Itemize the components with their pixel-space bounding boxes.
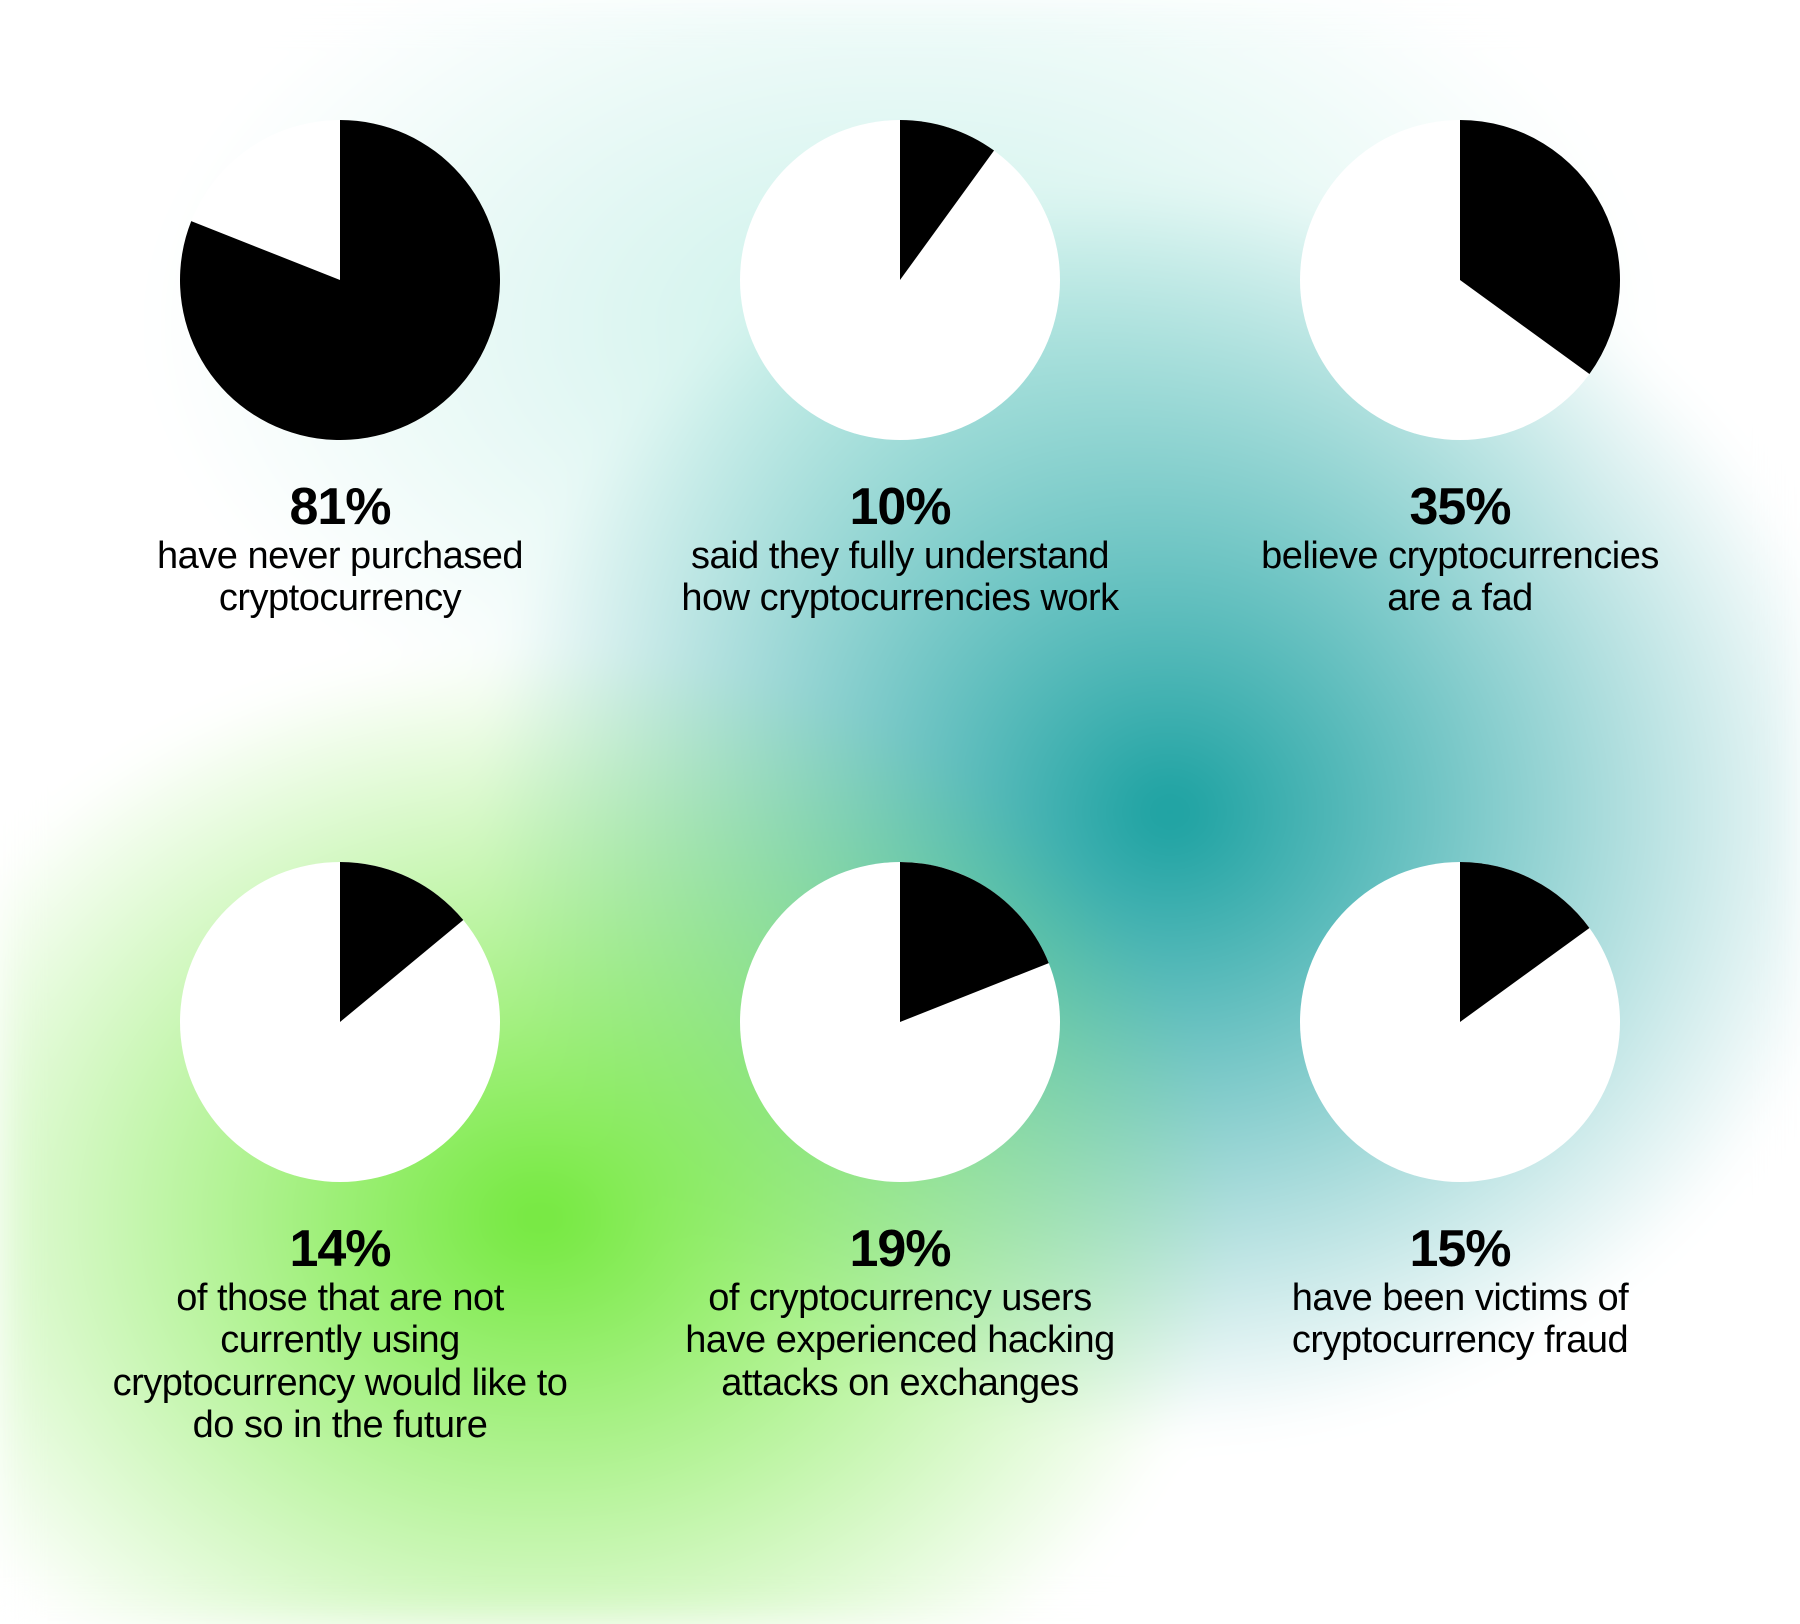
pie-chart-1 — [740, 120, 1060, 440]
pie-chart-3 — [180, 862, 500, 1182]
stat-description: said they fully understand how cryptocur… — [670, 535, 1130, 620]
stat-percent: 14% — [110, 1222, 570, 1277]
stat-label-2: 35% believe cryptocurrencies are a fad — [1230, 480, 1690, 620]
stat-label-3: 14% of those that are not currently usin… — [110, 1222, 570, 1447]
pie-chart-5 — [1300, 862, 1620, 1182]
stat-percent: 19% — [670, 1222, 1130, 1277]
pie-chart-2 — [1300, 120, 1620, 440]
stat-percent: 10% — [670, 480, 1130, 535]
stat-label-5: 15% have been victims of cryptocurrency … — [1230, 1222, 1690, 1362]
stat-cell-1: 10% said they fully understand how crypt… — [640, 120, 1160, 742]
stat-percent: 81% — [110, 480, 570, 535]
stat-description: believe cryptocurrencies are a fad — [1230, 535, 1690, 620]
stat-description: of those that are not currently using cr… — [110, 1277, 570, 1447]
stat-label-4: 19% of cryptocurrency users have experie… — [670, 1222, 1130, 1404]
stat-description: of cryptocurrency users have experienced… — [670, 1277, 1130, 1405]
stat-percent: 15% — [1230, 1222, 1690, 1277]
stat-percent: 35% — [1230, 480, 1690, 535]
stats-grid: 81% have never purchased cryptocurrency … — [0, 0, 1800, 1624]
stat-cell-0: 81% have never purchased cryptocurrency — [80, 120, 600, 742]
stat-cell-4: 19% of cryptocurrency users have experie… — [640, 862, 1160, 1484]
stat-cell-2: 35% believe cryptocurrencies are a fad — [1200, 120, 1720, 742]
pie-chart-4 — [740, 862, 1060, 1182]
stat-description: have been victims of cryptocurrency frau… — [1230, 1277, 1690, 1362]
stat-cell-5: 15% have been victims of cryptocurrency … — [1200, 862, 1720, 1484]
stat-description: have never purchased cryptocurrency — [110, 535, 570, 620]
pie-chart-0 — [180, 120, 500, 440]
stat-label-1: 10% said they fully understand how crypt… — [670, 480, 1130, 620]
stat-cell-3: 14% of those that are not currently usin… — [80, 862, 600, 1484]
stat-label-0: 81% have never purchased cryptocurrency — [110, 480, 570, 620]
